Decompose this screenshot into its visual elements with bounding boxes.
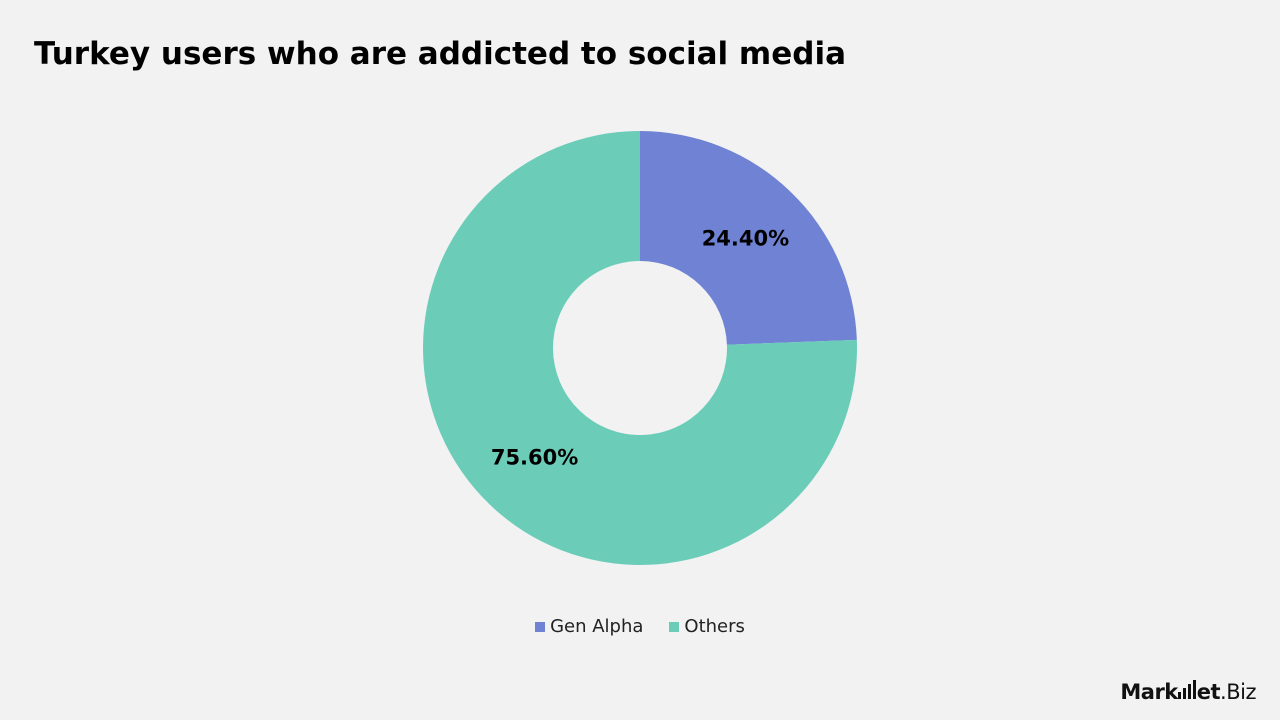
brand-text-mid: et [1196, 680, 1221, 704]
donut-slice-labels: 24.40% 75.60% [491, 227, 789, 470]
chart-title: Turkey users who are addicted to social … [34, 36, 846, 72]
donut-slices [423, 131, 857, 565]
donut-slice-gen-alpha [640, 131, 857, 345]
chart-legend: Gen Alpha Others [0, 616, 1280, 637]
legend-swatch-gen-alpha [535, 621, 546, 632]
legend-item-others: Others [669, 616, 745, 637]
donut-slice-others [423, 131, 857, 565]
legend-swatch-others [669, 621, 680, 632]
legend-label-others: Others [684, 616, 745, 637]
legend-item-gen-alpha: Gen Alpha [535, 616, 643, 637]
brand-text-left: Mark [1120, 680, 1178, 704]
brand-bars-icon [1177, 680, 1196, 699]
brand-text-right: .Biz [1220, 680, 1256, 704]
slice-label-others: 75.60% [491, 445, 578, 469]
legend-label-gen-alpha: Gen Alpha [550, 616, 644, 637]
slice-label-gen-alpha: 24.40% [702, 227, 789, 251]
brand-logo: Mark et .Biz [1120, 680, 1256, 704]
